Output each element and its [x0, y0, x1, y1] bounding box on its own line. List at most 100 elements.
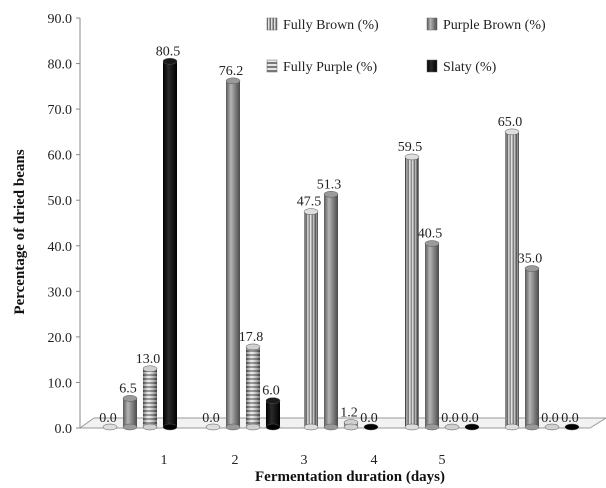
bar-cap [404, 153, 420, 161]
bar-shade [143, 368, 157, 428]
bar-cap [524, 265, 540, 272]
bar [363, 423, 379, 431]
bar [504, 128, 520, 431]
y-tick-label: 20.0 [48, 331, 73, 346]
y-tick-label: 30.0 [48, 285, 73, 300]
bar-shade [405, 156, 419, 428]
bar-base [122, 423, 138, 431]
y-tick-label: 50.0 [48, 194, 73, 209]
data-label: 0.0 [461, 411, 479, 426]
data-label: 1.2 [340, 406, 358, 421]
bar-base [225, 423, 241, 431]
data-label: 0.0 [441, 411, 459, 426]
data-labels: 0.06.513.080.50.076.217.86.047.551.31.2 0… [99, 44, 579, 426]
bar-base [343, 423, 359, 431]
legend-swatch [426, 59, 438, 73]
data-label: 0.0 [360, 411, 378, 426]
bars [102, 58, 580, 431]
bar-base [162, 423, 178, 431]
bar-cap [323, 191, 339, 198]
data-label: 65.0 [498, 115, 523, 130]
y-tick-label: 10.0 [48, 376, 73, 391]
bar [122, 395, 138, 431]
bar [142, 365, 158, 431]
legend-swatch [266, 59, 278, 73]
legend-label: Purple Brown (%) [443, 18, 546, 33]
bar [524, 265, 540, 431]
bar [205, 423, 221, 431]
bar [102, 423, 118, 431]
bar-shade [304, 211, 318, 428]
legend-item: Fully Purple (%) [266, 59, 377, 75]
bar-cap [424, 240, 440, 247]
legend-label: Slaty (%) [443, 60, 497, 75]
x-tick-label: 5 [439, 453, 446, 468]
y-tick-label: 40.0 [48, 240, 73, 255]
bar-base [524, 423, 540, 431]
data-label: 0.0 [202, 411, 220, 426]
bar-base [444, 423, 460, 431]
bar [424, 240, 440, 431]
bar-base [464, 423, 480, 431]
bar-base [363, 423, 379, 431]
legend-swatch [426, 17, 438, 31]
bar-body [266, 400, 280, 428]
x-tick-label: 1 [161, 453, 168, 468]
bar [303, 208, 319, 431]
bar-cap [303, 208, 319, 215]
y-tick-label: 0.0 [55, 422, 73, 437]
data-label: 6.0 [262, 384, 280, 399]
x-tick-label: 2 [232, 453, 239, 468]
bar [323, 191, 339, 431]
bar [444, 423, 460, 431]
bar-base [205, 423, 221, 431]
data-label: 0.0 [541, 411, 559, 426]
bar-body [324, 194, 338, 428]
bar-base [564, 423, 580, 431]
legend-item: Purple Brown (%) [426, 17, 546, 33]
bar [404, 153, 420, 431]
legend-label: Fully Brown (%) [283, 18, 379, 33]
legend-item: Slaty (%) [426, 59, 497, 75]
data-label: 6.5 [119, 381, 137, 396]
bar [564, 423, 580, 431]
data-label: 59.5 [398, 140, 423, 155]
data-label: 35.0 [518, 252, 543, 267]
legend-item: Fully Brown (%) [266, 17, 379, 33]
y-axis-title: Percentage of dried beans [12, 149, 28, 314]
data-label: 13.0 [136, 352, 161, 367]
bar-body [525, 268, 539, 428]
bar-base [544, 423, 560, 431]
bar [544, 423, 560, 431]
bar-body [163, 61, 177, 429]
bar-base [303, 423, 319, 431]
legend: Fully Brown (%) Purple Brown (%) Fully Pur… [266, 17, 546, 75]
bar [464, 423, 480, 431]
bar-shade [246, 346, 260, 428]
bar [245, 343, 261, 431]
data-label: 0.0 [99, 411, 117, 426]
bar-base [265, 423, 281, 431]
bar-cap [245, 343, 261, 351]
y-tick-label: 70.0 [48, 103, 73, 118]
bar [343, 419, 359, 431]
bar-base [424, 423, 440, 431]
data-label: 40.5 [418, 227, 443, 242]
bar-base [504, 423, 520, 431]
data-label: 76.2 [219, 64, 244, 79]
bar-cap [162, 58, 178, 65]
bar-base [404, 423, 420, 431]
data-label: 47.5 [297, 195, 322, 210]
bar [162, 58, 178, 431]
legend-label: Fully Purple (%) [283, 60, 377, 75]
data-label: 17.8 [239, 330, 264, 345]
y-tick-label: 80.0 [48, 58, 73, 73]
bar-cap [142, 365, 158, 373]
bar-cap [225, 77, 241, 85]
data-label: 80.5 [156, 44, 181, 59]
x-axis-title: Fermentation duration (days) [255, 469, 445, 485]
x-tick-label: 3 [301, 453, 308, 468]
data-label: 0.0 [561, 411, 579, 426]
bar-body [226, 80, 240, 428]
